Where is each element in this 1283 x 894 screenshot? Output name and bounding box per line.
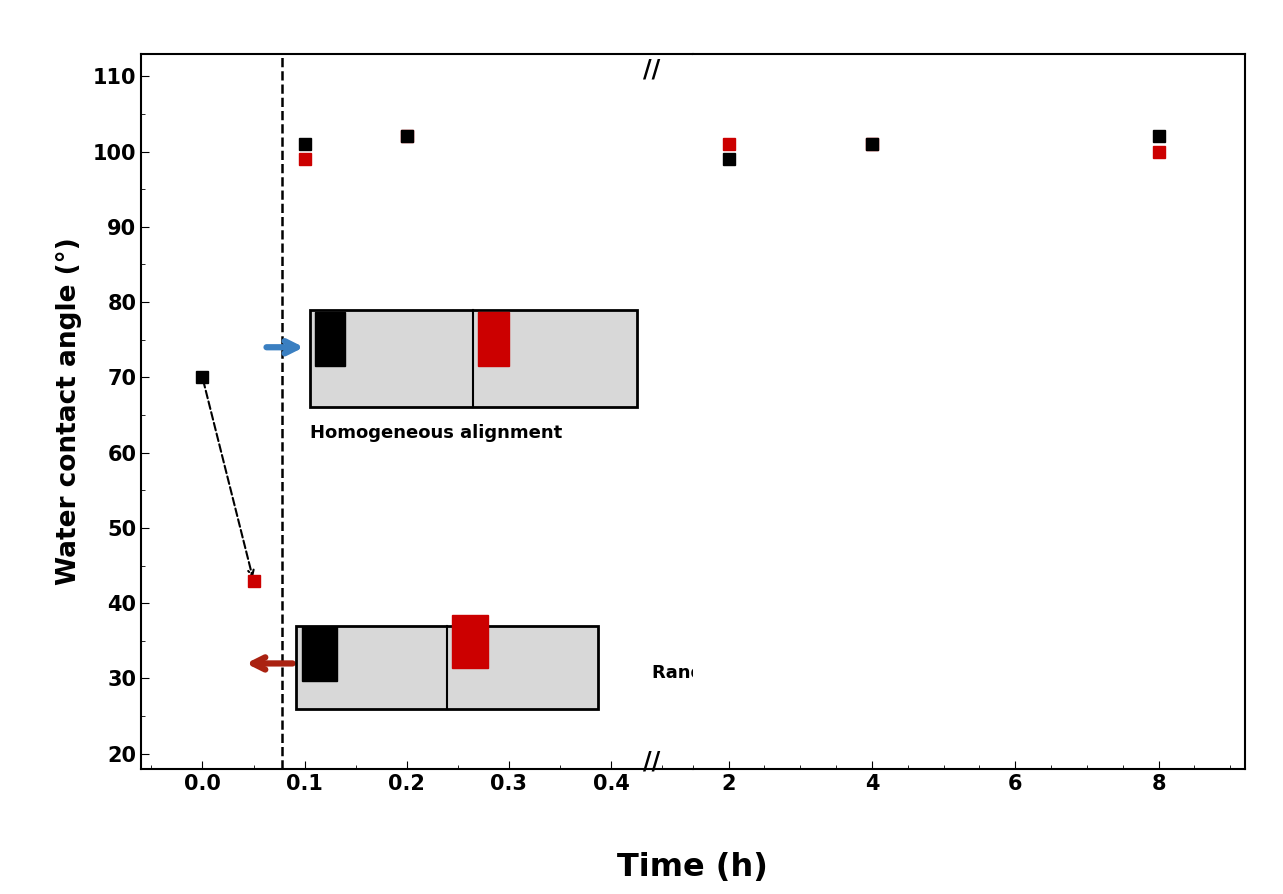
Text: //: // (643, 58, 661, 81)
Bar (302, 628, 337, 681)
Bar (479, 312, 509, 366)
Text: //: // (643, 750, 661, 773)
Text: Homogeneous alignment: Homogeneous alignment (309, 424, 562, 442)
Bar (452, 614, 488, 669)
Bar (314, 312, 345, 366)
Y-axis label: Water contact angle (°): Water contact angle (°) (55, 238, 82, 585)
Bar (309, 309, 636, 408)
Text: Random alignment: Random alignment (652, 664, 843, 682)
Bar (296, 626, 598, 709)
Text: Time (h): Time (h) (617, 852, 769, 882)
